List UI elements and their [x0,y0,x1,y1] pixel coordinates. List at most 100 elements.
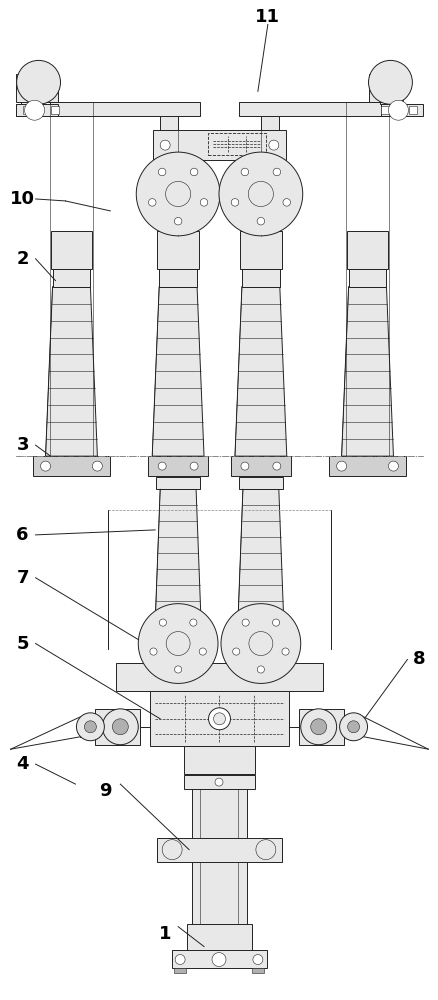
Circle shape [300,709,336,745]
Circle shape [175,955,185,965]
Polygon shape [237,489,284,649]
Bar [159,269,197,287]
Circle shape [158,462,166,470]
Circle shape [158,168,166,176]
Text: 10: 10 [10,190,35,208]
Circle shape [189,619,197,626]
Circle shape [102,709,138,745]
Circle shape [159,619,166,626]
Bar [240,231,281,269]
Circle shape [162,840,182,860]
Bar [148,456,208,476]
Circle shape [272,168,280,176]
Bar [348,717,360,737]
Bar [328,456,406,476]
Bar [192,789,246,924]
Bar [184,746,254,774]
Circle shape [388,461,398,471]
Circle shape [213,713,225,725]
Bar [95,709,140,745]
Circle shape [215,778,223,786]
Circle shape [76,713,104,741]
Bar [409,106,417,114]
Bar [381,104,422,116]
Circle shape [347,721,359,733]
Bar [21,74,40,104]
Circle shape [219,152,302,236]
Bar [367,74,403,102]
Circle shape [92,461,102,471]
Bar [238,477,282,489]
Circle shape [165,181,190,207]
Text: 8: 8 [412,650,425,668]
Bar [298,709,343,745]
Bar [157,838,281,862]
Bar [153,130,285,160]
Bar [156,477,200,489]
Circle shape [255,840,275,860]
Bar [32,456,110,476]
Bar [187,924,251,952]
Bar [260,116,278,130]
Bar [156,649,200,664]
Circle shape [388,100,407,120]
Circle shape [148,199,155,206]
Circle shape [248,181,273,207]
Circle shape [257,217,264,225]
Circle shape [248,632,272,656]
Circle shape [208,708,230,730]
Circle shape [252,955,262,965]
Circle shape [200,199,207,206]
Circle shape [174,666,181,673]
Circle shape [136,152,219,236]
Circle shape [190,168,198,176]
Text: 2: 2 [16,250,29,268]
Bar [172,950,266,968]
Bar [348,269,385,287]
Circle shape [160,140,170,150]
Text: 11: 11 [255,8,280,26]
Polygon shape [46,287,97,456]
Circle shape [240,168,248,176]
Text: 9: 9 [99,782,111,800]
Bar [157,231,198,269]
Circle shape [174,217,181,225]
Bar [49,102,200,116]
Bar [184,775,254,789]
Bar [241,269,279,287]
Circle shape [40,461,50,471]
Circle shape [212,953,226,967]
Circle shape [283,199,290,206]
Circle shape [272,462,280,470]
Bar [160,116,178,130]
Bar [16,104,57,116]
Circle shape [84,721,96,733]
Text: 7: 7 [16,569,29,587]
Bar [251,968,263,973]
Circle shape [231,199,238,206]
Bar [80,717,92,737]
Bar [208,133,265,155]
Bar [16,104,49,116]
Circle shape [241,619,249,626]
Circle shape [268,140,278,150]
Circle shape [17,60,60,104]
Circle shape [149,648,157,655]
Polygon shape [341,287,392,456]
Text: 1: 1 [159,925,171,943]
Circle shape [339,713,367,741]
Polygon shape [154,489,201,649]
Bar [230,456,290,476]
Circle shape [199,648,206,655]
Bar [16,74,57,102]
Bar [238,649,282,664]
Circle shape [232,648,239,655]
Polygon shape [234,287,286,456]
Bar [23,106,31,114]
Circle shape [112,719,128,735]
Circle shape [25,100,44,120]
Text: 5: 5 [16,635,29,653]
Bar [380,74,402,104]
Bar [389,104,407,116]
Circle shape [220,604,300,683]
